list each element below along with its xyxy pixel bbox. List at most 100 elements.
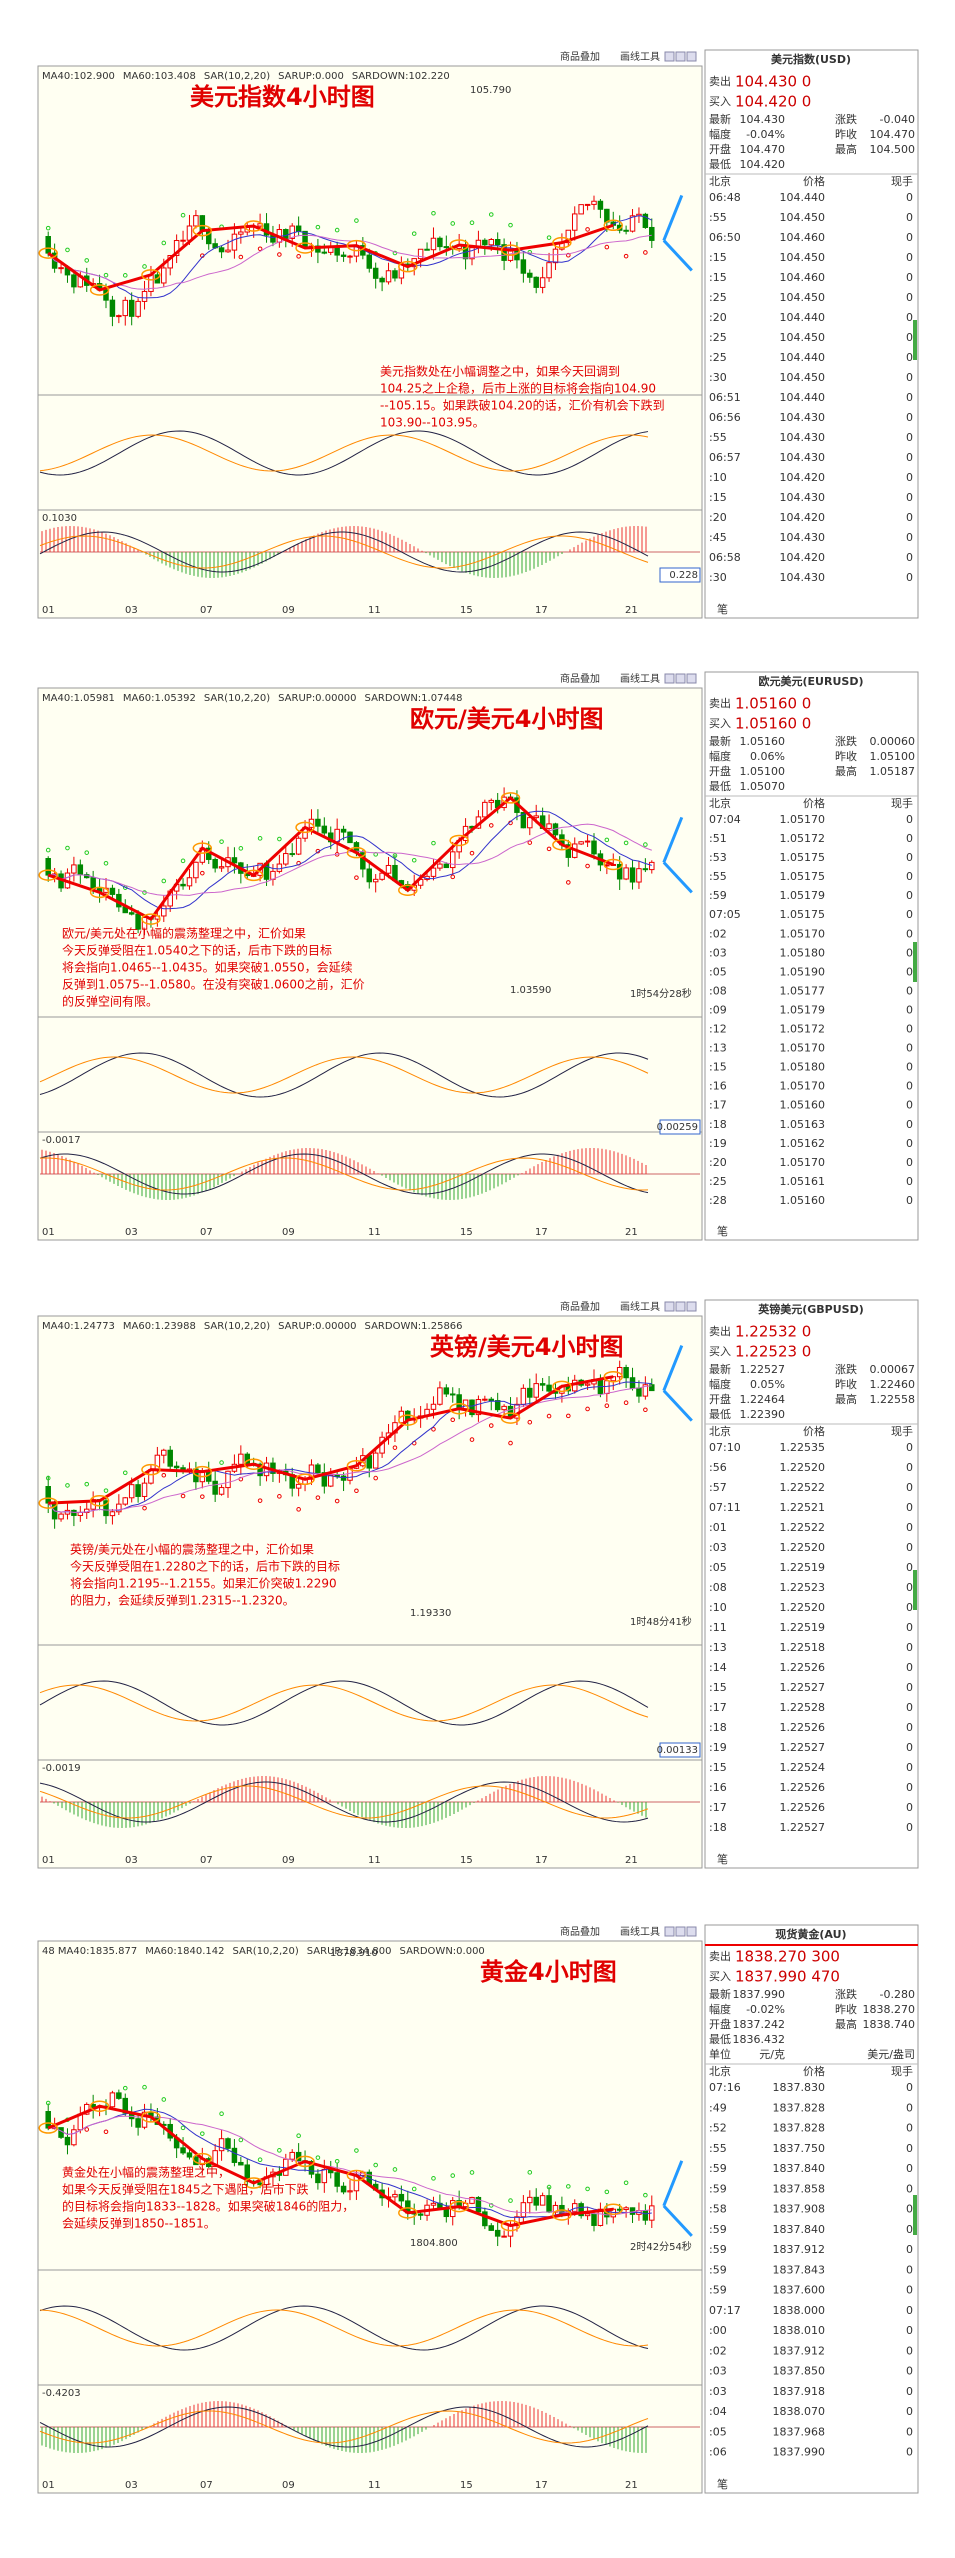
candle-body: [193, 861, 199, 879]
candle-body: [546, 2195, 552, 2213]
candle-body: [546, 262, 552, 279]
stat-cell: 1.05070: [740, 780, 786, 793]
window-button[interactable]: [664, 1301, 675, 1312]
stat-cell: 0.00067: [870, 1363, 916, 1376]
toolbar-button[interactable]: 商品叠加: [560, 1925, 600, 1938]
candle-body: [475, 2196, 482, 2213]
tick-cell: 0: [906, 1441, 913, 1454]
tick-cell: 0: [906, 411, 913, 424]
toolbar-button[interactable]: 商品叠加: [560, 50, 600, 63]
stat-cell: 最高: [835, 142, 857, 156]
annotation: 的阻力，会延续反弹到1.2315--1.2320。: [70, 1593, 295, 1608]
instrument-name: 美元指数(USD): [771, 52, 851, 66]
x-axis-label: 07: [200, 605, 213, 616]
sar-dot: [488, 212, 494, 217]
indicator-label: MA60:103.408: [123, 71, 196, 82]
window-button[interactable]: [675, 51, 686, 62]
highlight-circle: [243, 1458, 264, 1470]
window-button[interactable]: [686, 51, 697, 62]
stat-cell: 1.22527: [740, 1363, 786, 1376]
candle-body: [636, 868, 642, 883]
window-button[interactable]: [664, 673, 675, 684]
toolbar-button[interactable]: 画线工具: [620, 1925, 660, 1938]
x-axis-label: 09: [282, 605, 295, 616]
sidebar-tab[interactable]: 笔: [717, 1852, 728, 1866]
sidebar-tab[interactable]: 笔: [717, 602, 728, 616]
window-button[interactable]: [686, 673, 697, 684]
scroll-thumb: [913, 2195, 917, 2235]
tick-cell: :55: [709, 431, 727, 444]
tick-cell: 07:16: [709, 2081, 741, 2094]
indicator-label: 48 MA40:1835.877: [42, 1946, 137, 1957]
toolbar-button[interactable]: 画线工具: [620, 50, 660, 63]
toolbar-button[interactable]: 商品叠加: [560, 672, 600, 685]
sidebar-tab[interactable]: 笔: [717, 1224, 728, 1238]
window-button[interactable]: [686, 1301, 697, 1312]
table-header: 现手: [891, 1424, 913, 1438]
sar-dot: [450, 2173, 456, 2178]
candle-body: [494, 239, 501, 246]
tick-cell: 1.05175: [780, 908, 826, 921]
tick-cell: :17: [709, 1099, 727, 1112]
indicator-label: SARUP:0.000: [278, 71, 344, 82]
candle-body: [315, 2173, 321, 2184]
candle-body: [591, 200, 597, 205]
candle-body: [116, 315, 122, 318]
candle-body: [616, 863, 623, 880]
highlight-circle: [398, 884, 418, 896]
stat-cell: 单位: [709, 2047, 731, 2061]
sidebar-tab[interactable]: 笔: [717, 2477, 728, 2491]
window-button[interactable]: [675, 673, 686, 684]
stat-cell: 1837.242: [733, 2018, 786, 2031]
candle-body: [295, 837, 302, 855]
candle-body: [379, 277, 385, 283]
indicator-label: SAR(10,2,20): [232, 1946, 298, 1957]
candle-body: [449, 851, 456, 869]
toolbar-button[interactable]: 画线工具: [620, 672, 660, 685]
tick-cell: :18: [709, 1821, 727, 1834]
window-button[interactable]: [675, 1926, 686, 1937]
chart-frame: [37, 65, 703, 619]
tick-cell: 104.430: [780, 571, 826, 584]
sar-dot: [219, 2111, 224, 2116]
tick-cell: 0: [906, 2324, 913, 2337]
candle-body: [347, 2190, 353, 2193]
tick-cell: 0: [906, 889, 913, 902]
annotation: 反弹到1.0575--1.0580。在没有突破1.0600之前，汇价: [62, 977, 365, 992]
toolbar-button[interactable]: 画线工具: [620, 1300, 660, 1313]
highlight-circle: [500, 244, 521, 256]
tick-cell: 1.05175: [780, 851, 826, 864]
window-button[interactable]: [686, 1926, 697, 1937]
candle-body: [437, 237, 443, 248]
tick-cell: :08: [709, 1581, 727, 1594]
quote-label: 买入: [709, 95, 731, 108]
candle-body: [584, 203, 591, 206]
window-button[interactable]: [664, 1926, 675, 1937]
tick-cell: 0: [906, 832, 913, 845]
tick-cell: 06:51: [709, 391, 741, 404]
candle-body: [488, 799, 495, 803]
stat-cell: 最新: [709, 112, 731, 126]
stat-cell: 昨收: [835, 749, 857, 763]
tick-cell: 1.22518: [780, 1641, 826, 1654]
tick-cell: 1.22526: [780, 1661, 826, 1674]
quote-label: 卖出: [709, 1324, 731, 1338]
annotation: 的目标将会指向1833--1828。如果突破1846的阻力，: [62, 2199, 354, 2214]
candle-body: [321, 251, 328, 254]
price-label: 1878.910: [330, 1948, 378, 1959]
candle-body: [649, 1384, 655, 1392]
sar-dot: [238, 254, 244, 260]
candle-body: [372, 878, 379, 883]
arrow-up: [662, 1345, 684, 1392]
oscillator-line: [39, 430, 649, 476]
candle-body: [45, 236, 51, 254]
toolbar-button[interactable]: 商品叠加: [560, 1300, 600, 1313]
window-button[interactable]: [664, 51, 675, 62]
tick-cell: 0: [906, 1156, 913, 1169]
tick-cell: 0: [906, 1681, 913, 1694]
value-box: [659, 567, 701, 583]
moving-average: [47, 1381, 652, 1513]
tick-cell: 1838.010: [773, 2324, 826, 2337]
window-button[interactable]: [675, 1301, 686, 1312]
tick-cell: 0: [906, 2425, 913, 2438]
